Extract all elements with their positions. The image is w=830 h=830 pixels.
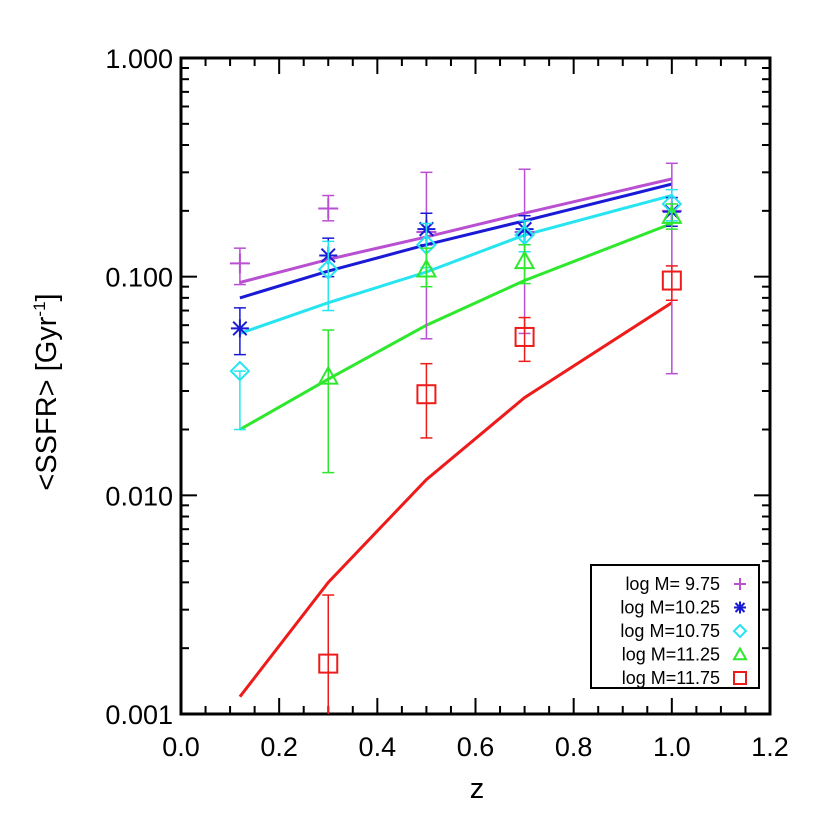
- x-tick-label: 0.6: [457, 732, 495, 762]
- x-tick-label: 0.8: [555, 732, 593, 762]
- y-tick-label: 0.001: [105, 700, 173, 730]
- x-tick-label: 1.2: [751, 732, 789, 762]
- model-line-1: [239, 182, 673, 300]
- marker-square: [514, 326, 535, 347]
- marker-diamond: [732, 623, 748, 639]
- y-axis-title: <SSFR> [Gyr-1]: [30, 293, 63, 490]
- marker-triangle: [317, 365, 339, 385]
- legend-label: log M=10.75: [620, 621, 720, 641]
- error-bar: [322, 240, 335, 312]
- marker-asterisk: [230, 319, 249, 338]
- marker-square: [416, 384, 437, 405]
- legend-box: [590, 564, 760, 689]
- error-bar: [322, 329, 335, 474]
- marker-diamond: [229, 360, 251, 382]
- marker-plus: [318, 198, 339, 219]
- marker-triangle: [732, 646, 748, 661]
- legend-label: log M= 9.75: [625, 574, 720, 594]
- marker-triangle: [513, 249, 536, 270]
- marker-triangle: [415, 258, 438, 278]
- axes-layer: 0.0 0.2 0.4 0.6 0.8 1.0 1.2 0.001 0.010 0.100 1.00…: [105, 44, 788, 762]
- error-bar: [420, 247, 433, 288]
- marker-square: [661, 270, 682, 291]
- x-tick-label: 0.0: [162, 732, 200, 762]
- marker-plus: [229, 253, 250, 274]
- x-tick-label: 0.4: [359, 732, 397, 762]
- legend-label: log M=10.25: [620, 598, 720, 618]
- marker-square: [733, 671, 747, 685]
- error-bar: [420, 362, 433, 439]
- marker-triangle: [661, 204, 683, 224]
- legend-label: log M=11.75: [622, 668, 720, 688]
- marker-diamond: [317, 258, 339, 280]
- model-line-4: [238, 301, 673, 698]
- x-tick-label: 0.2: [260, 732, 298, 762]
- y-tick-label: 0.100: [105, 263, 173, 293]
- marker-square: [318, 653, 339, 674]
- y-tick-label: 1.000: [105, 44, 173, 74]
- x-tick-label: 1.0: [653, 732, 691, 762]
- legend: log M= 9.75 log M=10.25 log M=10.75 log M=1…: [590, 564, 760, 689]
- marker-asterisk: [734, 601, 746, 614]
- y-tick-label: 0.010: [105, 481, 173, 511]
- error-bar: [518, 316, 531, 363]
- data-points: [229, 162, 683, 714]
- model-line-0: [239, 177, 673, 284]
- legend-label: log M=11.25: [622, 645, 720, 665]
- marker-plus: [734, 578, 746, 590]
- model-line-3: [239, 222, 673, 431]
- x-axis-title: z: [470, 773, 485, 805]
